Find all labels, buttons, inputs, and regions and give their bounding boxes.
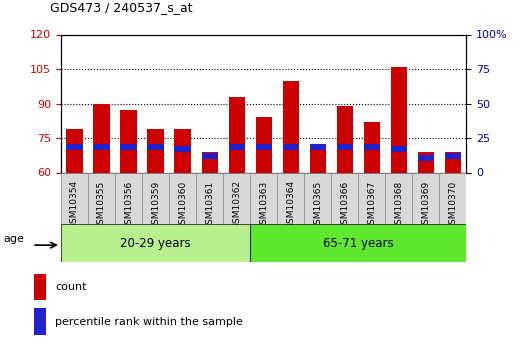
Bar	[61, 224, 250, 262]
Bar	[385, 172, 412, 224]
Bar	[34, 274, 46, 300]
Bar	[201, 153, 218, 159]
Bar	[147, 144, 164, 149]
Text: percentile rank within the sample: percentile rank within the sample	[55, 317, 243, 326]
Bar	[223, 172, 250, 224]
Bar	[310, 144, 326, 149]
Text: age: age	[4, 235, 24, 244]
Bar	[418, 152, 434, 172]
Bar	[310, 145, 326, 172]
Text: GSM10369: GSM10369	[421, 180, 430, 229]
Bar	[412, 172, 439, 224]
Bar	[418, 155, 434, 161]
Bar	[174, 129, 191, 172]
Bar	[201, 152, 218, 172]
Bar	[93, 104, 110, 172]
Bar	[66, 129, 83, 172]
Bar	[358, 172, 385, 224]
Text: GSM10359: GSM10359	[151, 180, 160, 229]
Text: GDS473 / 240537_s_at: GDS473 / 240537_s_at	[50, 1, 193, 14]
Text: GSM10365: GSM10365	[313, 180, 322, 229]
Bar	[282, 144, 299, 149]
Text: GSM10361: GSM10361	[205, 180, 214, 229]
Bar	[255, 117, 272, 172]
Text: GSM10356: GSM10356	[124, 180, 133, 229]
Bar	[88, 172, 115, 224]
Bar	[304, 172, 331, 224]
Text: GSM10370: GSM10370	[448, 180, 457, 229]
Bar	[174, 146, 191, 152]
Bar	[61, 172, 88, 224]
Text: 20-29 years: 20-29 years	[120, 237, 191, 250]
Bar	[364, 122, 380, 172]
Text: GSM10367: GSM10367	[367, 180, 376, 229]
Bar	[391, 67, 407, 172]
Text: GSM10363: GSM10363	[259, 180, 268, 229]
Bar	[337, 106, 353, 172]
Text: GSM10362: GSM10362	[232, 180, 241, 229]
Bar	[196, 172, 223, 224]
Bar	[120, 144, 137, 149]
Bar	[331, 172, 358, 224]
Text: GSM10366: GSM10366	[340, 180, 349, 229]
Bar	[445, 153, 461, 159]
Text: GSM10364: GSM10364	[286, 180, 295, 229]
Bar	[228, 144, 245, 149]
Text: count: count	[55, 282, 86, 292]
Bar	[250, 172, 277, 224]
Bar	[337, 144, 353, 149]
Bar	[147, 129, 164, 172]
Bar	[93, 144, 110, 149]
Bar	[115, 172, 142, 224]
Text: GSM10355: GSM10355	[97, 180, 106, 229]
Text: GSM10360: GSM10360	[178, 180, 187, 229]
Bar	[439, 172, 466, 224]
Bar	[66, 144, 83, 149]
Bar	[34, 308, 46, 335]
Bar	[255, 144, 272, 149]
Bar	[142, 172, 169, 224]
Bar	[228, 97, 245, 172]
Text: GSM10354: GSM10354	[70, 180, 79, 229]
Text: 65-71 years: 65-71 years	[323, 237, 394, 250]
Bar	[391, 146, 407, 152]
Bar	[120, 110, 137, 172]
Bar	[277, 172, 304, 224]
Bar	[445, 152, 461, 172]
Text: GSM10368: GSM10368	[394, 180, 403, 229]
Bar	[169, 172, 196, 224]
Bar	[250, 224, 466, 262]
Bar	[282, 80, 299, 172]
Bar	[364, 144, 380, 149]
